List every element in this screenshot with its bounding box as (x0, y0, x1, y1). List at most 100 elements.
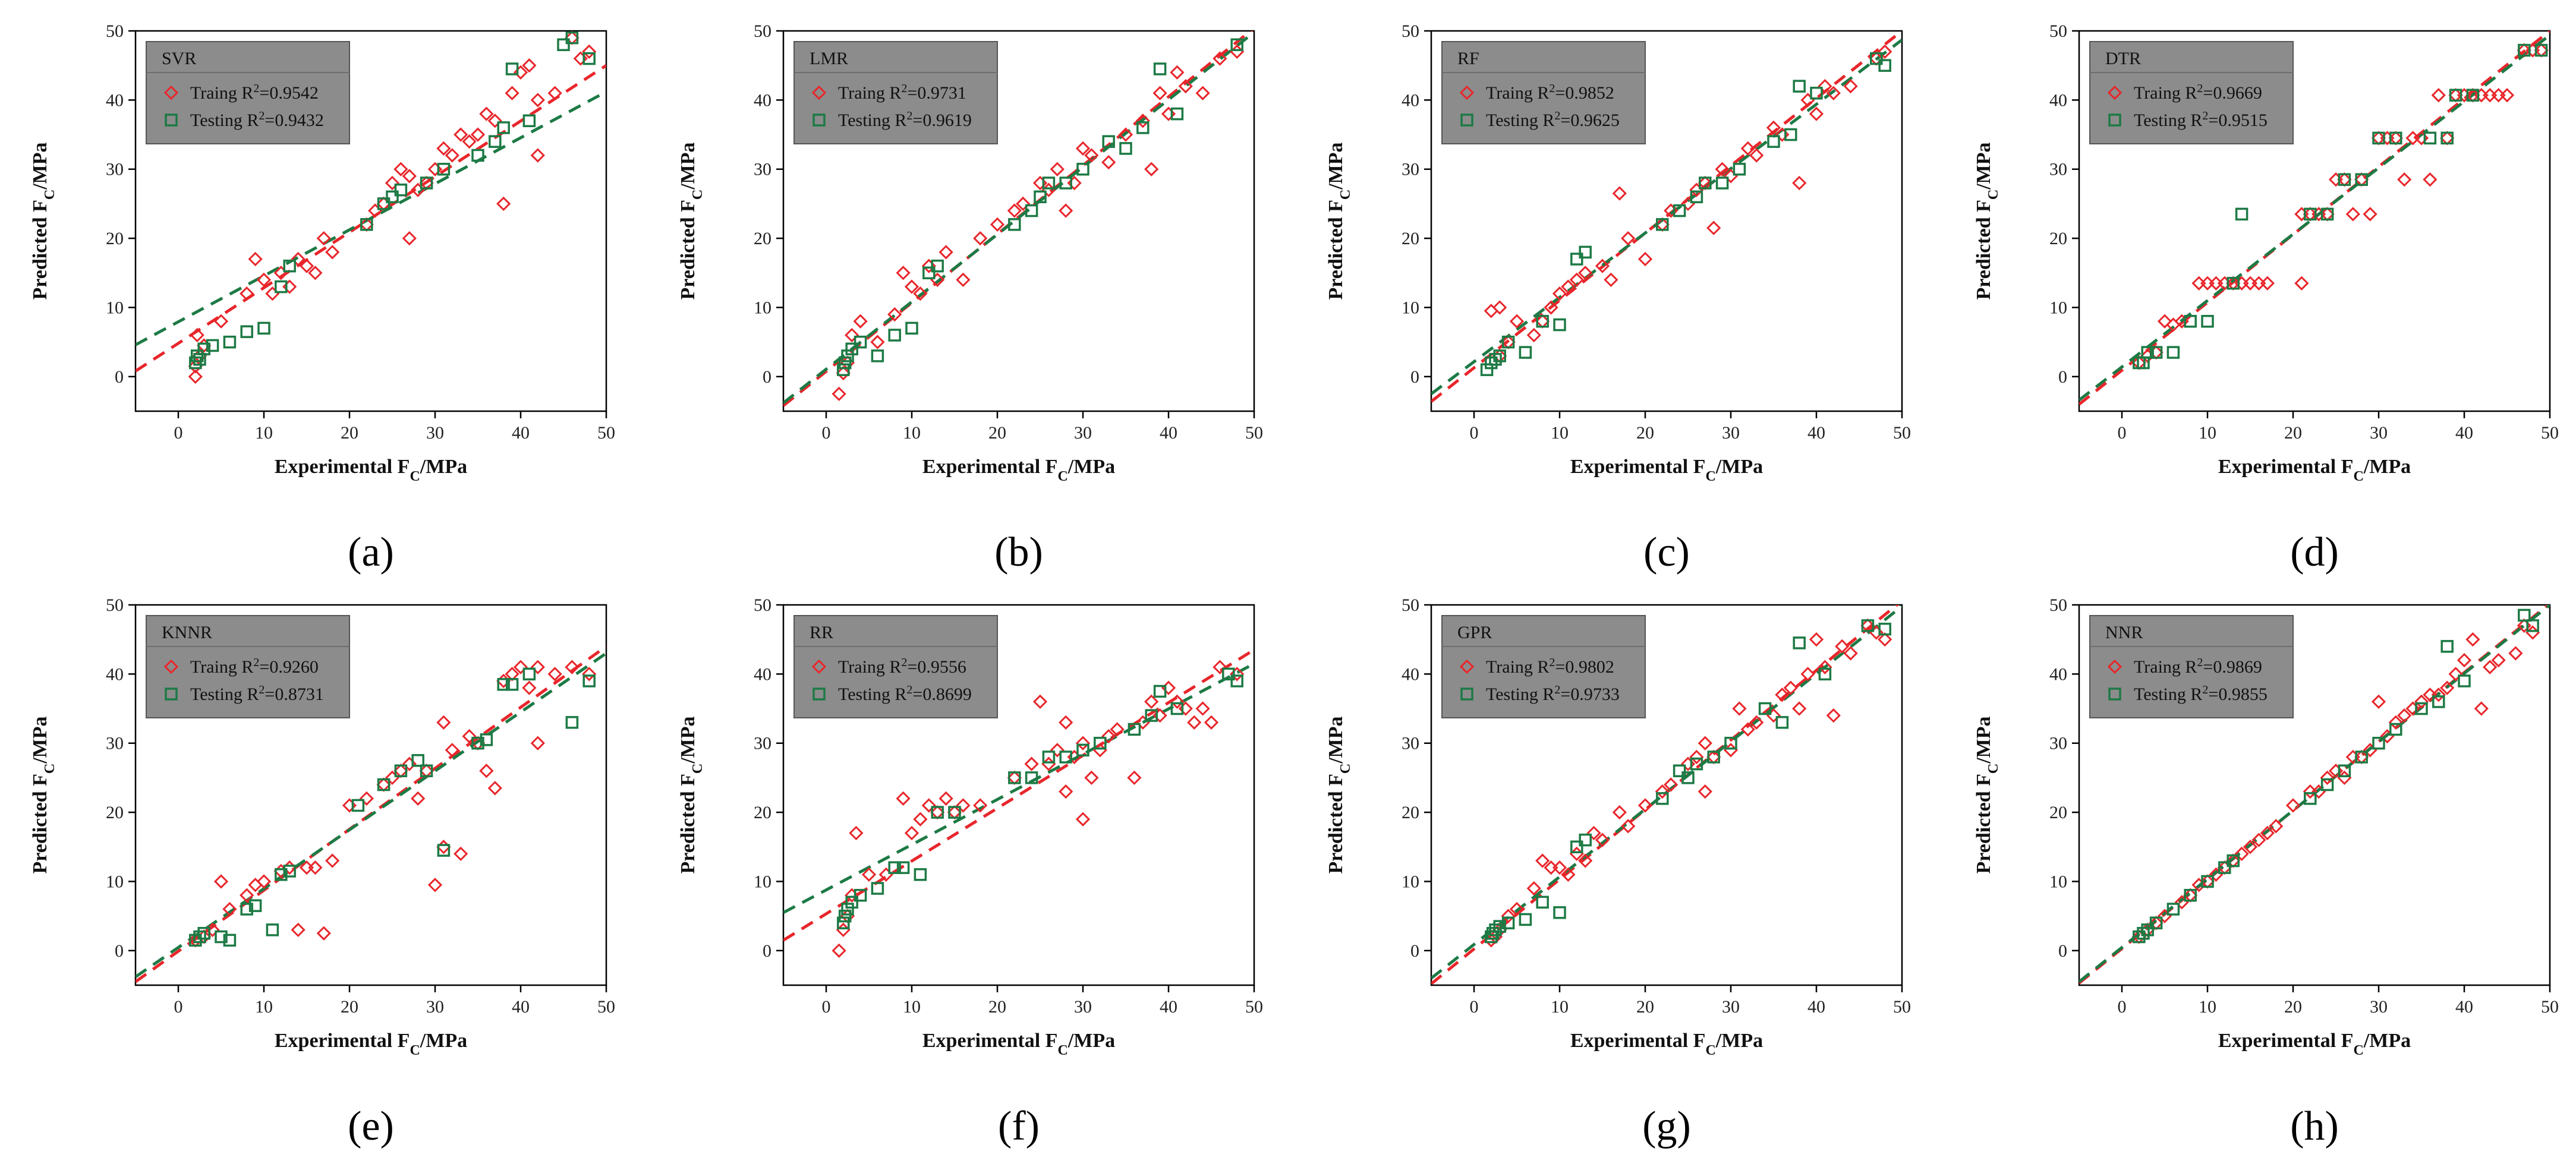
x-tick-label: 10 (2199, 997, 2216, 1017)
legend-label-test: Testing R2=0.9855 (2134, 683, 2268, 704)
train-point (402, 231, 417, 246)
train-point (1621, 819, 1636, 834)
legend-box (793, 615, 998, 718)
test-point (283, 259, 296, 273)
test-point (1170, 107, 1184, 121)
train-point (291, 251, 306, 267)
train-point (436, 715, 451, 730)
y-tick-label: 10 (754, 298, 771, 317)
test-point (2137, 356, 2150, 370)
test-point (2218, 861, 2231, 874)
train-point (887, 307, 902, 322)
train-point (2431, 88, 2446, 103)
test-point (1724, 736, 1737, 750)
train-point (2345, 207, 2360, 222)
train-point (2448, 88, 2463, 103)
train-point (2371, 694, 2386, 709)
train-point (1195, 701, 1210, 716)
test-point (1008, 771, 1021, 784)
train-point (2251, 276, 2266, 291)
y-tick-label: 0 (763, 941, 771, 961)
train-point (1213, 51, 1227, 66)
train-point (2320, 770, 2335, 786)
train-point (1024, 756, 1039, 771)
test-point (1570, 840, 1583, 854)
test-point (914, 868, 927, 881)
test-point (480, 733, 493, 746)
train-point (1016, 196, 1031, 212)
test-point (223, 335, 237, 349)
legend-marker-test (2108, 113, 2121, 127)
plot-area (783, 31, 1254, 407)
chart-panel-d: 0 0 10 10 20 20 30 30 40 40 50 50 Experimental FC/MP… (1973, 21, 2559, 575)
train-point (1127, 770, 1142, 786)
train-point (1135, 113, 1150, 128)
legend-marker-test (813, 113, 826, 127)
test-point (1059, 750, 1072, 764)
test-point (1707, 750, 1720, 764)
plot-area (1431, 31, 1902, 403)
test-point (2389, 723, 2402, 736)
plot-frame (134, 30, 607, 412)
test-point (471, 736, 484, 750)
train-point (973, 231, 988, 246)
test-point (1519, 913, 1532, 926)
test-point (1810, 86, 1823, 100)
train-point (1818, 78, 1832, 94)
y-axis-label: Predicted FC/MPa (1973, 716, 2001, 873)
x-tick-label: 50 (1893, 423, 1911, 443)
y-tick-label: 0 (763, 367, 771, 387)
x-tick-label: 30 (1074, 423, 1092, 443)
train-point (1526, 327, 1541, 343)
test-point (505, 62, 519, 75)
train-point (479, 764, 494, 778)
train-point (2191, 276, 2206, 291)
train-point (2243, 276, 2258, 291)
legend-box (146, 41, 350, 144)
test-point (1501, 916, 1515, 930)
legend-marker-test (165, 113, 178, 127)
test-point (2372, 736, 2385, 750)
y-tick-label: 30 (106, 734, 124, 753)
test-point (2320, 207, 2334, 221)
train-point (1230, 44, 1245, 59)
train-point (1809, 106, 1824, 121)
legend-marker-train (2107, 659, 2122, 674)
x-tick-label: 10 (2199, 423, 2216, 443)
train-point (2457, 652, 2472, 668)
train-point (1059, 784, 1073, 799)
train-point (256, 874, 272, 889)
x-tick-label: 40 (1807, 997, 1825, 1017)
train-point (1578, 266, 1593, 280)
test-point (2423, 131, 2437, 145)
train-point (1826, 86, 1841, 100)
y-tick-label: 40 (754, 664, 771, 684)
plot-frame (782, 30, 1255, 412)
panel-caption: (h) (2290, 1103, 2339, 1149)
test-point (2141, 346, 2154, 359)
y-tick-label: 50 (2049, 595, 2067, 615)
train-point (939, 245, 953, 260)
x-tick-label: 30 (426, 997, 444, 1017)
test-point (2201, 314, 2214, 328)
train-point (990, 217, 1005, 232)
y-tick-label: 10 (106, 298, 124, 317)
test-point (2449, 89, 2462, 102)
test-point (2518, 43, 2531, 57)
x-tick-label: 0 (174, 997, 183, 1017)
plot-frame (2078, 604, 2551, 986)
test-point (1136, 121, 1150, 134)
train-point (1526, 881, 1541, 896)
train-point (1561, 867, 1576, 882)
chart-panel-a: 0 0 10 10 20 20 30 30 40 40 50 50 Experimental FC/MP… (29, 21, 615, 575)
test-fit-line (2079, 34, 2550, 402)
y-tick-label: 50 (754, 21, 771, 41)
test-point (1008, 218, 1021, 231)
legend-title: RF (1457, 49, 1479, 68)
x-axis-label: Experimental FC/MPa (275, 1030, 467, 1058)
train-point (845, 327, 859, 343)
train-point (2234, 846, 2249, 862)
train-point (1144, 162, 1159, 176)
legend-marker-test (813, 687, 826, 701)
test-point (2304, 207, 2317, 221)
